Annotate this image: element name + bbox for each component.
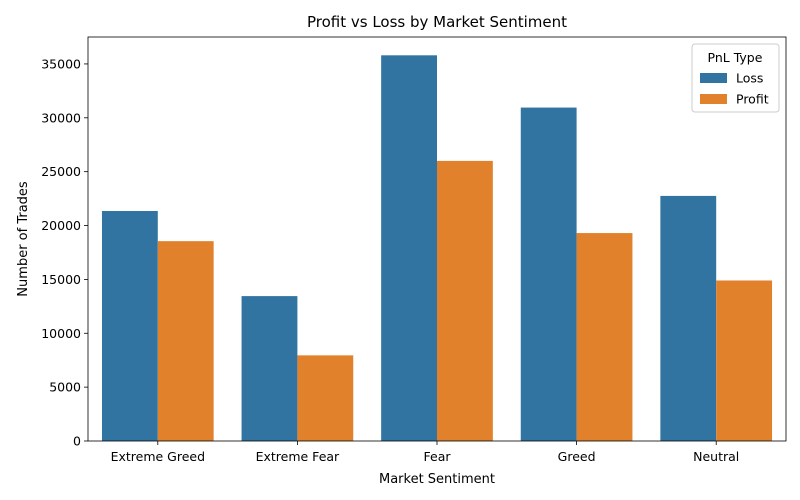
y-axis: 0 5000 10000 15000 20000 25000 30000 35000 [41,56,88,449]
bar-loss-extreme-fear [241,296,298,441]
bar-loss-neutral [660,195,717,441]
bar-profit-greed [576,233,633,441]
y-tick-label: 35000 [41,56,81,71]
x-tick-label: Greed [558,449,596,464]
legend-label-loss: Loss [736,71,763,86]
plot-frame [87,36,787,442]
bar-loss-extreme-greed [101,210,158,441]
bar-loss-fear [381,55,437,442]
y-tick-label: 30000 [41,110,81,125]
y-tick-label: 5000 [49,380,81,395]
y-tick-label: 10000 [41,326,81,341]
legend-swatch-profit [700,94,727,104]
legend: PnL Type Loss Profit [691,43,780,113]
x-tick-label: Neutral [693,449,739,464]
y-axis-label: Number of Trades [16,181,31,297]
x-tick-label: Extreme Fear [256,449,340,464]
bar-profit-extreme-fear [297,355,354,441]
legend-title: PnL Type [708,50,763,65]
x-axis-label: Market Sentiment [379,472,495,487]
y-tick-label: 0 [73,434,81,449]
bars-group [101,55,773,442]
x-axis: Extreme Greed Extreme Fear Fear Greed Neutra… [111,441,739,464]
x-tick-label: Fear [424,449,452,464]
bar-loss-greed [520,107,577,441]
x-tick-label: Extreme Greed [111,449,205,464]
y-tick-label: 25000 [41,164,81,179]
legend-swatch-loss [700,73,727,83]
y-tick-label: 15000 [41,272,81,287]
bar-profit-neutral [716,280,773,441]
y-tick-label: 20000 [41,218,81,233]
chart-title: Profit vs Loss by Market Sentiment [307,13,567,31]
bar-profit-fear [437,160,493,441]
legend-label-profit: Profit [736,92,769,107]
bar-profit-extreme-greed [157,241,214,441]
